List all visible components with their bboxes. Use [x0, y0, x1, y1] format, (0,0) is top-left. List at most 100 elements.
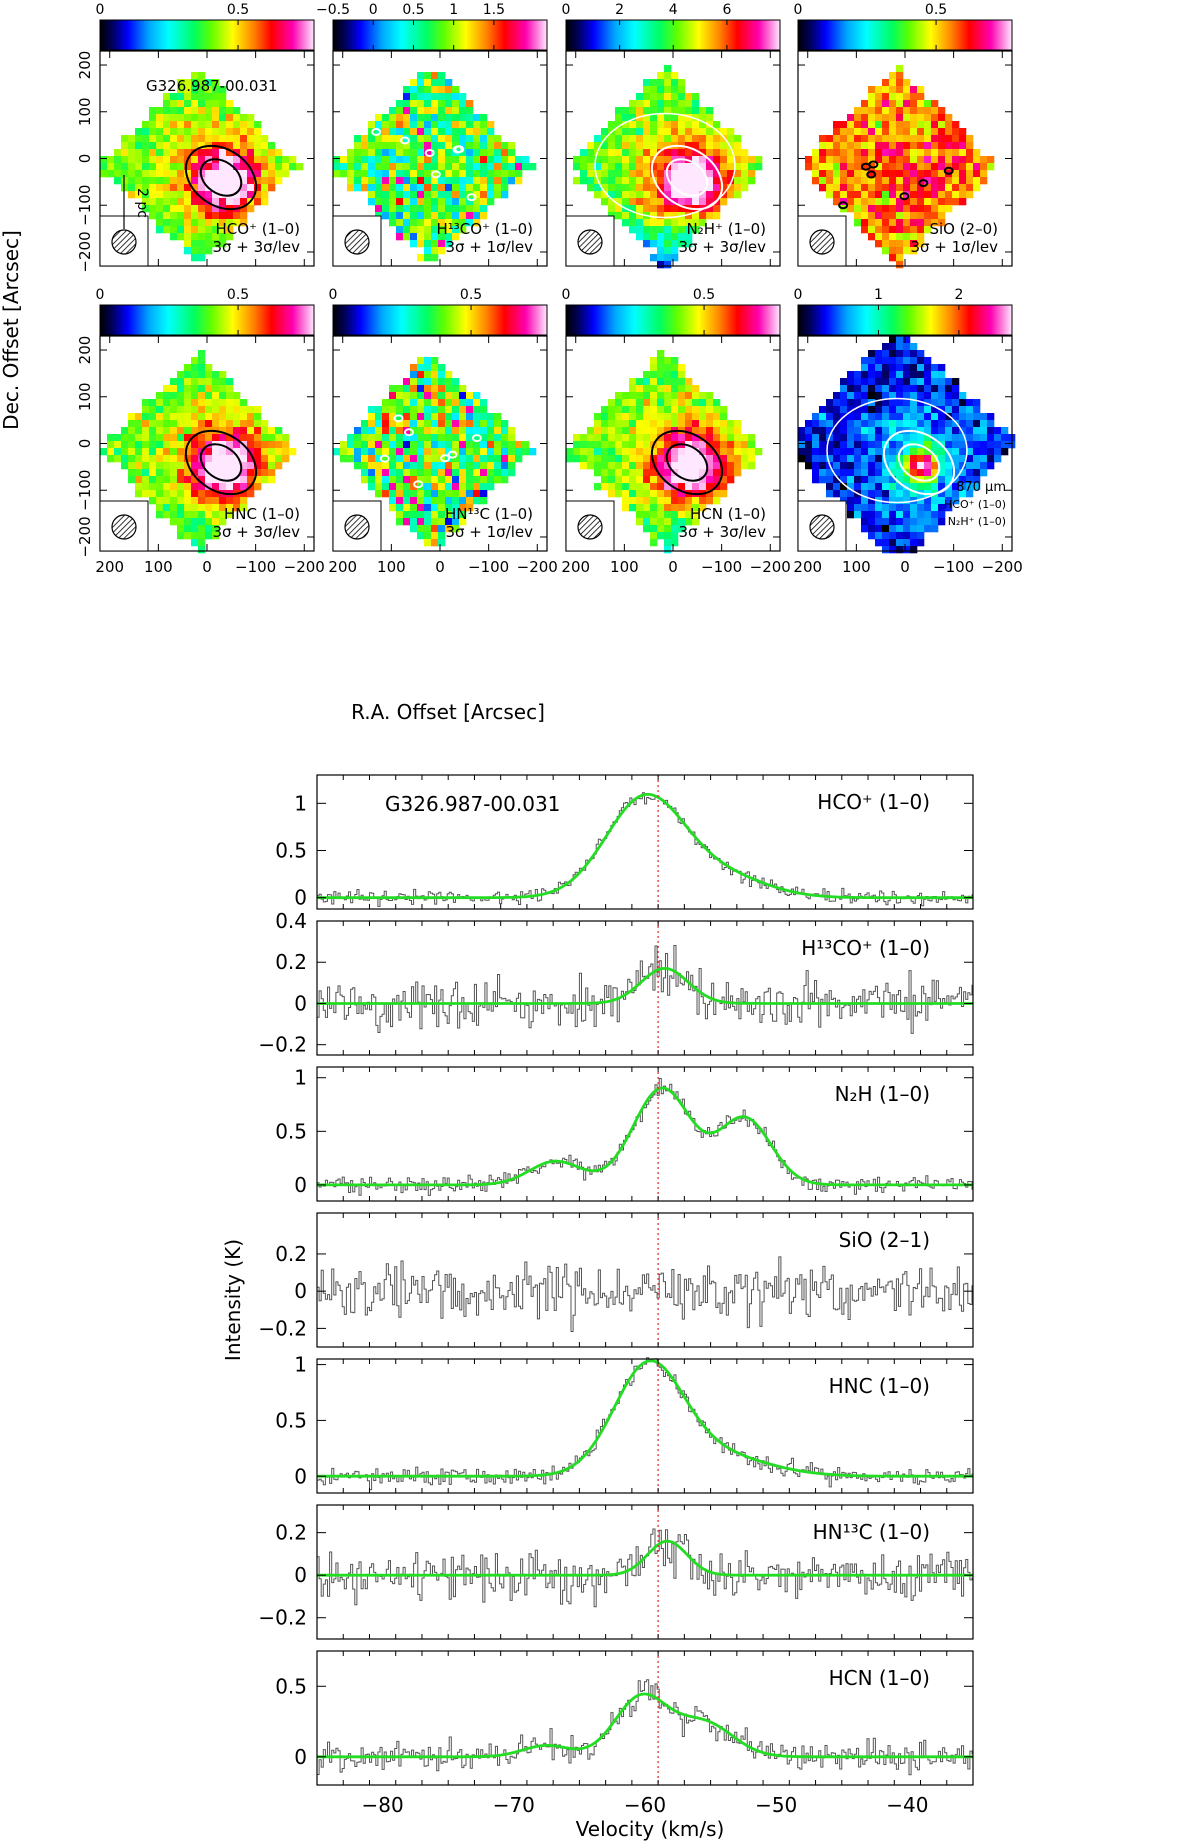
- map-pixel: [261, 476, 269, 484]
- map-pixel: [275, 434, 283, 442]
- map-pixel: [275, 149, 283, 157]
- map-pixel: [692, 392, 700, 400]
- map-pixel: [473, 163, 481, 171]
- map-contour: [199, 443, 243, 482]
- map-pixel: [480, 128, 488, 136]
- map-pixel: [431, 233, 439, 241]
- map-pixel: [650, 392, 658, 400]
- map-pixel: [959, 170, 967, 178]
- map-pixel: [826, 135, 834, 143]
- map-pixel: [840, 455, 848, 463]
- map-pixel: [896, 350, 904, 358]
- map-pixel: [875, 114, 883, 122]
- map-pixel: [678, 455, 686, 463]
- map-pixel: [727, 149, 735, 157]
- map-pixel: [438, 532, 446, 540]
- map-pixel: [812, 163, 820, 171]
- map-pixel: [657, 163, 665, 171]
- map-pixel: [854, 406, 862, 414]
- map-pixel: [819, 142, 827, 150]
- map-pixel: [191, 184, 199, 192]
- map-pixel: [664, 93, 672, 101]
- map-pixel: [438, 399, 446, 407]
- map-pixel: [692, 455, 700, 463]
- map-pixel: [177, 86, 185, 94]
- map-pixel: [847, 163, 855, 171]
- map-pixel: [727, 420, 735, 428]
- map-pixel: [966, 441, 974, 449]
- map-pixel: [212, 184, 220, 192]
- map-pixel: [431, 184, 439, 192]
- map-pixel: [882, 247, 890, 255]
- map-pixel: [191, 198, 199, 206]
- map-pixel: [734, 448, 742, 456]
- map-pixel: [121, 170, 129, 178]
- map-pixel: [692, 413, 700, 421]
- map-pixel: [177, 135, 185, 143]
- map-pixel: [889, 170, 897, 178]
- map-pixel: [840, 163, 848, 171]
- map-pixel: [959, 469, 967, 477]
- map-pixel: [424, 100, 432, 108]
- map-pixel: [671, 490, 679, 498]
- map-pixel: [403, 462, 411, 470]
- map-pixel: [445, 177, 453, 185]
- map-pixel: [636, 184, 644, 192]
- map-pixel: [875, 121, 883, 129]
- map-pixel: [289, 163, 297, 171]
- map-pixel: [431, 497, 439, 505]
- map-pixel: [938, 184, 946, 192]
- map-pixel: [601, 420, 609, 428]
- map-pixel: [340, 455, 348, 463]
- map-pixel: [917, 448, 925, 456]
- map-pixel: [952, 156, 960, 164]
- map-pixel: [170, 100, 178, 108]
- map-pixel: [917, 93, 925, 101]
- map-pixel: [826, 156, 834, 164]
- map-pixel: [601, 483, 609, 491]
- map-pixel: [601, 128, 609, 136]
- map-pixel: [240, 163, 248, 171]
- map-pixel: [945, 191, 953, 199]
- map-pixel: [889, 191, 897, 199]
- map-pixel: [233, 392, 241, 400]
- map-pixel: [417, 177, 425, 185]
- map-pixel: [847, 205, 855, 213]
- map-pixel: [833, 121, 841, 129]
- map-pixel: [121, 462, 129, 470]
- map-pixel: [608, 406, 616, 414]
- map-pixel: [473, 469, 481, 477]
- map-pixel: [854, 462, 862, 470]
- map-pixel: [368, 455, 376, 463]
- map-pixel: [840, 149, 848, 157]
- map-pixel: [410, 233, 418, 241]
- map-pixel: [170, 233, 178, 241]
- map-pixel: [515, 448, 523, 456]
- map-pixel: [629, 504, 637, 512]
- map-pixel: [643, 121, 651, 129]
- colorbar-tick-label: 0: [96, 287, 105, 303]
- map-pixel: [889, 469, 897, 477]
- map-pixel: [959, 392, 967, 400]
- map-pixel: [875, 483, 883, 491]
- map-pixel: [643, 448, 651, 456]
- map-pixel: [487, 177, 495, 185]
- map-pixel: [375, 490, 383, 498]
- map-pixel: [438, 163, 446, 171]
- map-pixel: [924, 413, 932, 421]
- map-pixel: [135, 170, 143, 178]
- map-pixel: [629, 170, 637, 178]
- map-pixel: [198, 254, 206, 262]
- spectrum-y-tick-label: 0: [294, 1173, 307, 1197]
- map-pixel: [142, 149, 150, 157]
- map-pixel: [212, 378, 220, 386]
- map-pixel: [938, 121, 946, 129]
- map-pixel: [142, 205, 150, 213]
- map-pixel: [840, 156, 848, 164]
- map-pixel: [368, 427, 376, 435]
- map-pixel: [861, 357, 869, 365]
- map-pixel: [896, 462, 904, 470]
- map-pixel: [445, 191, 453, 199]
- map-pixel: [692, 135, 700, 143]
- map-pixel: [664, 205, 672, 213]
